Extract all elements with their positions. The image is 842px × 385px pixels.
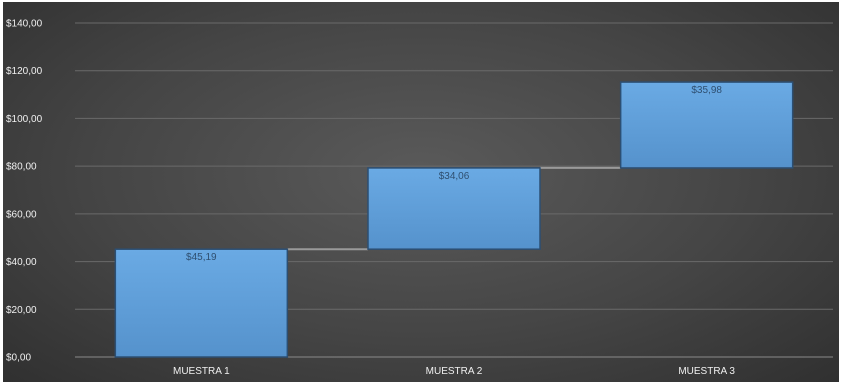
y-tick-label: $20,00 xyxy=(6,305,37,316)
y-tick-label: $80,00 xyxy=(6,162,37,173)
chart-area: $0,00 $20,00 $40,00 $60,00 $80,00 $100,00 $120… xyxy=(3,2,839,382)
x-category-label: MUESTRA 2 xyxy=(426,366,483,377)
bar xyxy=(114,248,289,358)
y-axis: $0,00 $20,00 $40,00 $60,00 $80,00 $100,00 $120… xyxy=(6,19,43,364)
y-tick-label: $120,00 xyxy=(6,66,43,77)
x-category-label: MUESTRA 3 xyxy=(678,366,735,377)
x-category-label: MUESTRA 1 xyxy=(173,366,230,377)
data-label: $34,06 xyxy=(439,171,470,182)
bars xyxy=(114,81,794,358)
y-tick-label: $0,00 xyxy=(6,353,31,364)
bar xyxy=(367,167,541,250)
y-tick-label: $140,00 xyxy=(6,19,43,30)
data-label: $45,19 xyxy=(186,252,217,263)
data-label: $35,98 xyxy=(691,85,722,96)
y-tick-label: $100,00 xyxy=(6,114,43,125)
bar xyxy=(619,81,794,169)
y-tick-label: $40,00 xyxy=(6,257,37,268)
data-labels: $45,19 $34,06 $35,98 xyxy=(186,85,722,263)
x-axis: MUESTRA 1 MUESTRA 2 MUESTRA 3 xyxy=(173,366,735,377)
y-tick-label: $60,00 xyxy=(6,209,37,220)
waterfall-chart: $0,00 $20,00 $40,00 $60,00 $80,00 $100,00 $120… xyxy=(6,19,833,377)
connectors xyxy=(287,166,621,251)
